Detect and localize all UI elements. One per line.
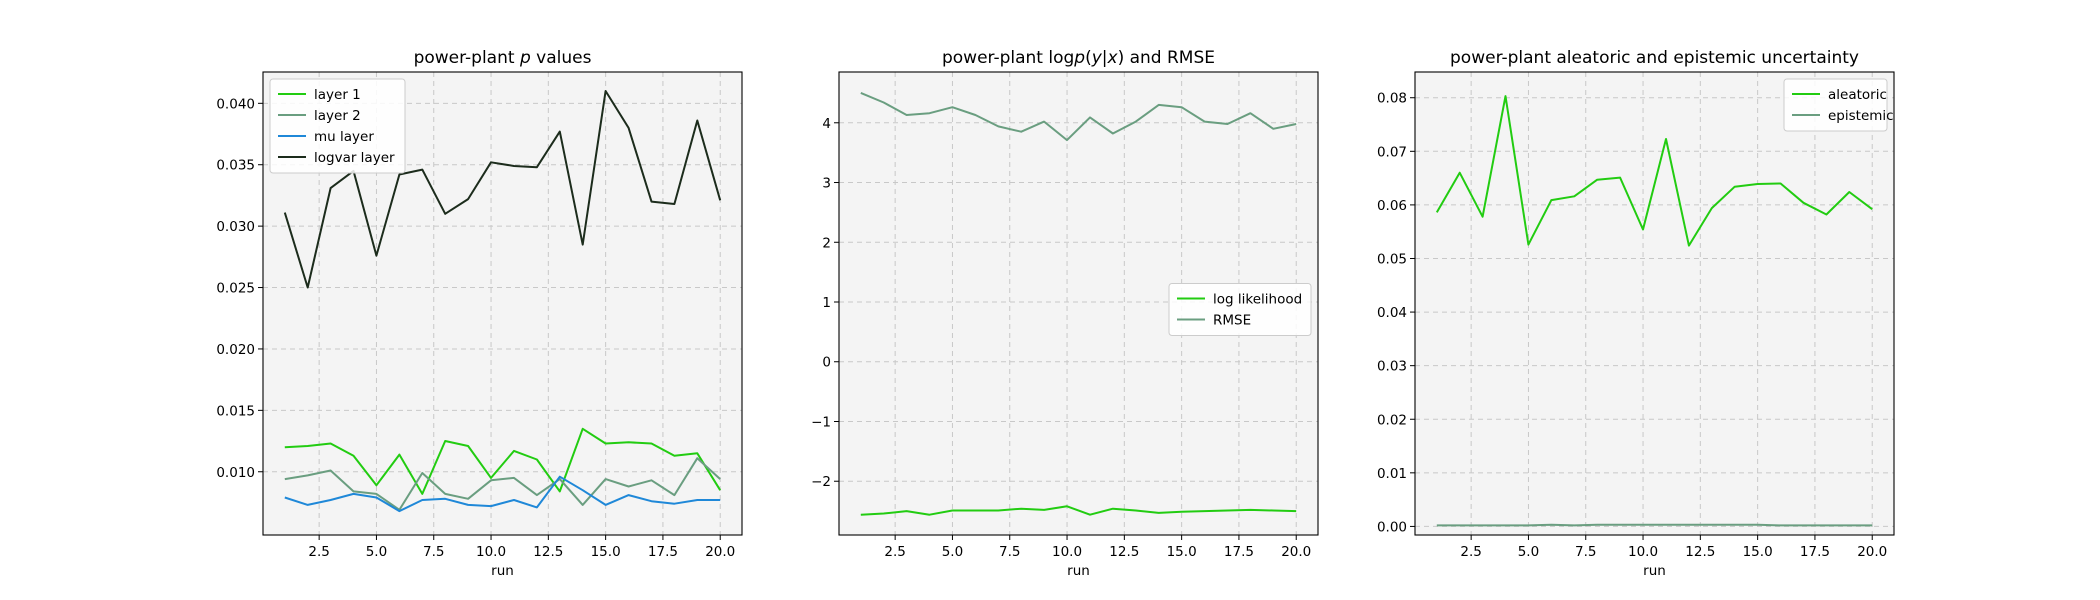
y-tick-label: 0 xyxy=(822,355,831,371)
legend-box xyxy=(269,78,406,174)
x-tick-label: 12.5 xyxy=(533,544,563,560)
legend-label: mu layer xyxy=(314,129,374,145)
y-tick-label: −2 xyxy=(811,474,831,490)
legend-label: layer 1 xyxy=(314,87,361,103)
y-tick-label: 0.040 xyxy=(216,96,255,112)
series-line-RMSE xyxy=(860,91,1297,142)
legend-label: aleatoric xyxy=(1828,87,1887,103)
legend-label: layer 2 xyxy=(314,108,361,124)
legend-label: log likelihood xyxy=(1213,292,1302,308)
y-tick-label: 0.030 xyxy=(216,219,255,235)
y-tick-label: 0.07 xyxy=(1377,144,1407,160)
series-line-aleatoric xyxy=(1435,95,1873,247)
x-tick-label: 2.5 xyxy=(884,544,905,560)
series-line-layer-1 xyxy=(284,427,722,495)
y-tick-label: 0.08 xyxy=(1377,91,1407,107)
x-tick-label: 10.0 xyxy=(1052,544,1082,560)
chart-3: 2.5 5.0 7.5 10.0 12.5 15.0 17.5 20.0 0.00 0.01 0.0… xyxy=(1377,48,1895,579)
legend-label: RMSE xyxy=(1213,313,1251,329)
legend-box xyxy=(1783,78,1888,132)
x-tick-label: 12.5 xyxy=(1109,544,1139,560)
y-tick-label: 0.06 xyxy=(1377,198,1407,214)
y-tick-label: 0.04 xyxy=(1377,305,1407,321)
series-line-layer-2 xyxy=(284,457,721,511)
legend-label: epistemic xyxy=(1828,108,1894,124)
legend: layer 1 layer 2 mu layer logvar layer xyxy=(269,78,406,174)
y-tick-label: 0.01 xyxy=(1377,466,1407,482)
y-tick-label: −1 xyxy=(811,414,831,430)
series-line-mu-layer xyxy=(284,475,721,513)
x-tick-label: 17.5 xyxy=(1800,544,1830,560)
x-tick-label: 5.0 xyxy=(1518,544,1539,560)
chart-1: 2.5 5.0 7.5 10.0 12.5 15.0 17.5 20.0 0.010 0.015 0… xyxy=(216,48,743,579)
x-tick-label: 7.5 xyxy=(999,544,1020,560)
axes-frame xyxy=(1414,71,1895,536)
y-tick-label: 0.05 xyxy=(1377,251,1407,267)
x-tick-label: 12.5 xyxy=(1685,544,1715,560)
y-tick-label: 0.03 xyxy=(1377,359,1407,375)
legend-label: logvar layer xyxy=(314,150,395,166)
legend: log likelihood RMSE xyxy=(1168,283,1312,336)
x-tick-label: 5.0 xyxy=(366,544,387,560)
y-tick-label: 0.020 xyxy=(216,342,255,358)
legend: aleatoric epistemic xyxy=(1783,78,1894,132)
x-axis-label: run xyxy=(1067,563,1090,579)
y-tick-label: 0.025 xyxy=(216,281,255,297)
axes-frame xyxy=(262,71,743,536)
y-tick-label: 3 xyxy=(822,176,831,192)
x-tick-label: 7.5 xyxy=(1575,544,1596,560)
x-axis-label: run xyxy=(491,563,514,579)
y-tick-label: 0.00 xyxy=(1377,519,1407,535)
x-tick-label: 2.5 xyxy=(308,544,329,560)
x-tick-label: 20.0 xyxy=(1281,544,1311,560)
x-tick-label: 17.5 xyxy=(648,544,678,560)
y-tick-label: 2 xyxy=(822,235,831,251)
x-tick-label: 5.0 xyxy=(942,544,963,560)
x-tick-label: 10.0 xyxy=(1628,544,1658,560)
x-tick-label: 2.5 xyxy=(1460,544,1481,560)
x-tick-label: 15.0 xyxy=(1743,544,1773,560)
plot-area xyxy=(1415,72,1894,535)
y-tick-label: 0.015 xyxy=(216,403,255,419)
series-line-log-likelihood xyxy=(860,505,1297,516)
chart-2: 2.5 5.0 7.5 10.0 12.5 15.0 17.5 20.0 −2 −1 0 1 2 3 4 ru… xyxy=(811,48,1319,579)
x-tick-label: 20.0 xyxy=(705,544,735,560)
x-tick-label: 10.0 xyxy=(476,544,506,560)
series-line-epistemic xyxy=(1436,523,1873,527)
x-tick-label: 15.0 xyxy=(1167,544,1197,560)
y-tick-label: 0.010 xyxy=(216,465,255,481)
y-tick-label: 0.02 xyxy=(1377,412,1407,428)
series-line-logvar-layer xyxy=(283,90,722,289)
x-axis-label: run xyxy=(1643,563,1666,579)
chart-title: power-plant aleatoric and epistemic unce… xyxy=(1450,48,1859,68)
y-tick-label: 4 xyxy=(822,116,831,132)
x-tick-label: 17.5 xyxy=(1224,544,1254,560)
chart-title: power-plant logp(y|x) and RMSE xyxy=(942,48,1215,68)
x-tick-label: 20.0 xyxy=(1857,544,1887,560)
chart-title: power-plant p values xyxy=(414,48,592,68)
x-tick-label: 7.5 xyxy=(423,544,444,560)
x-tick-label: 15.0 xyxy=(591,544,621,560)
legend-box xyxy=(1168,283,1312,336)
y-tick-label: 0.035 xyxy=(216,158,255,174)
axes-frame xyxy=(838,71,1319,536)
y-tick-label: 1 xyxy=(822,295,831,311)
